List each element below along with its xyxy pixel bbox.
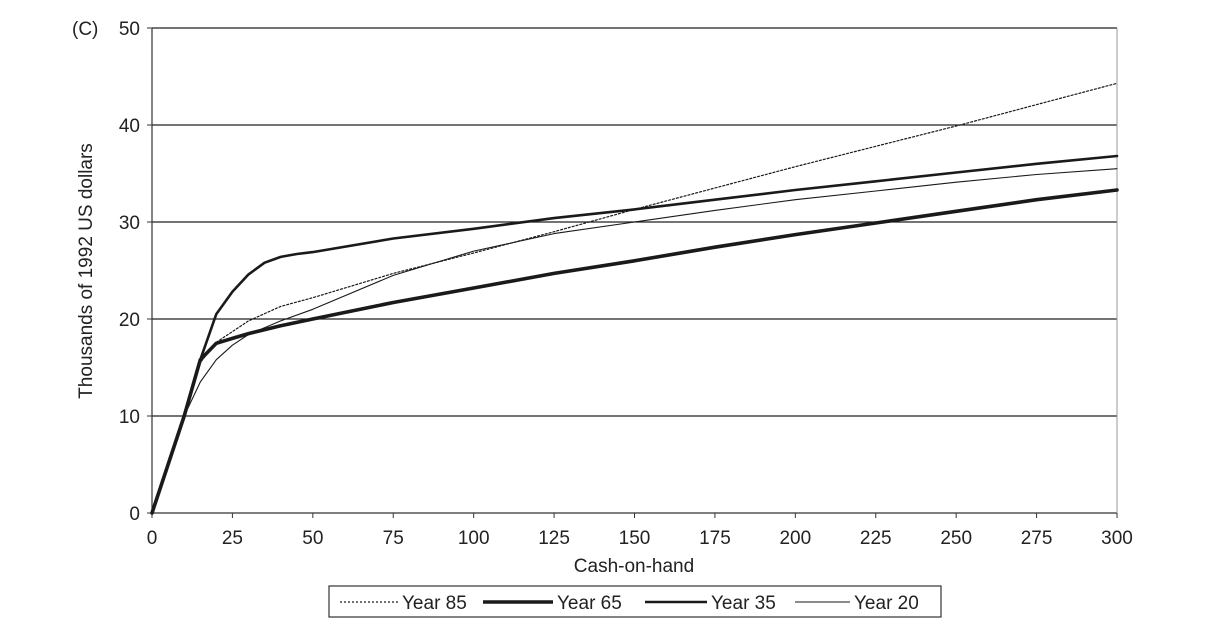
x-axis-title: Cash-on-hand [574, 556, 694, 577]
legend-label: Year 65 [557, 593, 622, 614]
series-line-year-65 [150, 188, 1119, 515]
y-tick-labels: 0 10 20 30 40 50 [119, 19, 140, 525]
x-tick-label: 225 [860, 528, 892, 549]
legend-label: Year 85 [402, 593, 467, 614]
y-tick-label: 20 [119, 310, 140, 331]
axes [151, 28, 1118, 514]
x-tick-label: 125 [538, 528, 570, 549]
x-tick-label: 150 [619, 528, 651, 549]
x-tick-label: 250 [940, 528, 972, 549]
series-line-year-85 [151, 82, 1118, 514]
x-tick-label: 50 [302, 528, 323, 549]
series-line-year-35 [150, 154, 1119, 515]
series-line-year-20 [151, 168, 1118, 514]
x-tick-label: 300 [1101, 528, 1133, 549]
x-tick-label: 200 [779, 528, 811, 549]
y-tick-label: 50 [119, 19, 140, 40]
legend: Year 85 Year 65 Year 35 Year 20 [328, 585, 942, 618]
x-tick-label: 175 [699, 528, 731, 549]
x-tick-label: 100 [458, 528, 490, 549]
legend-label: Year 20 [854, 593, 919, 614]
legend-label: Year 35 [711, 593, 776, 614]
x-tick-label: 0 [147, 528, 158, 549]
y-tick-label: 10 [119, 407, 140, 428]
x-tick-labels: 0 25 50 75 100 125 150 175 200 225 250 275 300 [147, 513, 1133, 549]
series-lines [150, 82, 1119, 515]
x-tick-label: 25 [222, 528, 243, 549]
panel-label: (C) [72, 19, 98, 40]
y-tick-label: 0 [129, 504, 140, 525]
y-tick-label: 40 [119, 116, 140, 137]
y-tick-label: 30 [119, 213, 140, 234]
gridlines [147, 27, 1117, 514]
y-axis-title: Thousands of 1992 US dollars [76, 143, 97, 399]
x-tick-label: 75 [383, 528, 404, 549]
x-tick-label: 275 [1021, 528, 1053, 549]
